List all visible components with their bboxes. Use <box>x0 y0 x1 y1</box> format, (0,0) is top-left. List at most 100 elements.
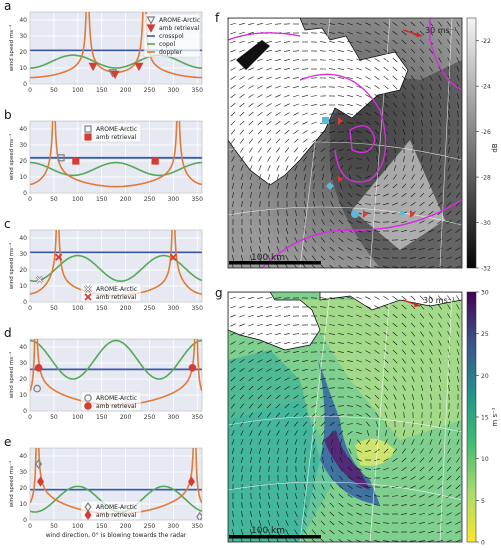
wind-vector <box>232 200 234 208</box>
wind-vector <box>319 104 327 106</box>
wind-vector <box>320 130 326 134</box>
wind-vector <box>266 138 272 144</box>
wind-vector <box>383 323 389 327</box>
wind-vector <box>230 376 236 382</box>
wind-vector <box>447 358 451 364</box>
wind-vector <box>356 175 362 179</box>
wind-vector <box>428 466 434 472</box>
wind-vector <box>418 266 426 268</box>
wind-vector <box>241 255 243 261</box>
x-tick-label: 200 <box>120 414 132 421</box>
wind-vector <box>320 237 326 243</box>
wind-vector <box>277 191 279 199</box>
wind-vector <box>419 247 425 251</box>
wind-vector <box>285 246 289 252</box>
wind-vector <box>374 194 380 196</box>
wind-vector <box>391 495 399 497</box>
wind-vector <box>411 367 415 373</box>
y-tick-label: 20 <box>19 49 27 56</box>
wind-vector <box>410 229 416 233</box>
lat-lon-grid-g <box>228 292 462 542</box>
wind-vector <box>403 137 405 145</box>
wind-vector <box>275 138 281 144</box>
wind-vector <box>349 439 351 445</box>
wind-vector <box>356 76 362 80</box>
wind-vector <box>266 58 272 62</box>
legend-amb-swatch <box>84 509 92 521</box>
wind-vector <box>231 147 235 153</box>
wind-vector <box>347 201 353 207</box>
wind-vector <box>267 264 270 268</box>
wind-vector <box>430 156 432 162</box>
x-tick-label: 150 <box>96 523 108 530</box>
wind-vector <box>383 296 389 300</box>
wind-vector <box>338 511 344 517</box>
legend-amb-swatch <box>84 133 92 141</box>
wind-vector <box>338 41 344 43</box>
wind-vector <box>402 376 406 382</box>
x-tick-label: 200 <box>120 87 132 94</box>
wind-vector <box>374 58 380 62</box>
wind-vector <box>322 192 324 198</box>
wind-vector <box>285 255 289 261</box>
wind-vector <box>420 340 424 346</box>
wind-vector <box>275 368 281 372</box>
wind-vector <box>329 297 335 299</box>
wind-vector <box>284 94 290 98</box>
wind-vector <box>275 412 281 418</box>
wind-vector <box>258 538 261 542</box>
wind-vector <box>301 68 309 70</box>
wind-vector <box>419 476 425 480</box>
wind-vector <box>330 439 334 445</box>
wind-vector <box>239 314 245 318</box>
wind-vector <box>402 403 406 409</box>
wind-vector <box>409 522 417 524</box>
wind-vector <box>402 129 406 135</box>
wind-vector <box>276 156 280 162</box>
wind-vector <box>320 264 325 268</box>
wind-vector <box>356 395 362 399</box>
wind-vector <box>266 85 272 89</box>
wind-vector <box>257 103 263 107</box>
wind-vector <box>393 165 397 171</box>
wind-vector <box>347 113 353 115</box>
wind-vector <box>303 156 307 162</box>
wind-vector <box>412 402 414 410</box>
wind-vector <box>429 75 433 81</box>
wind-vector <box>338 256 344 260</box>
wind-vector <box>304 200 306 208</box>
wind-vector <box>259 457 261 463</box>
wind-vector <box>421 146 423 154</box>
wind-vector <box>356 368 362 372</box>
legend-label: AROME-Arctic <box>96 126 137 133</box>
wind-vector <box>321 430 325 436</box>
wind-vector <box>257 49 263 53</box>
wind-vector <box>248 296 254 300</box>
wind-vector <box>374 367 380 373</box>
wind-vector <box>231 183 235 189</box>
wind-vector <box>311 529 317 535</box>
wind-vector <box>347 521 353 525</box>
wind-vector <box>329 306 335 308</box>
wind-vector <box>277 183 279 189</box>
wind-vector <box>275 120 281 126</box>
wind-vector <box>437 247 443 251</box>
wind-vector <box>286 219 288 225</box>
wind-vector <box>267 448 271 454</box>
wind-vector <box>294 439 298 445</box>
wind-vector <box>339 439 343 445</box>
wind-vector <box>304 182 306 190</box>
wind-vector <box>374 458 380 462</box>
wind-vector <box>365 58 371 62</box>
wind-vector <box>232 236 234 244</box>
wind-vector <box>411 111 415 117</box>
y-tick-label: 20 <box>19 485 27 492</box>
wind-vector <box>239 367 245 373</box>
line-panel-c: c 0 50 100 150 200 250 300 350 0 10 20 30 40 wind spee… <box>4 217 203 312</box>
wind-vector <box>447 313 451 319</box>
wind-vector <box>410 248 416 250</box>
wind-vector <box>419 503 425 507</box>
wind-vector <box>240 448 244 454</box>
y-axis-label: wind speed ms⁻¹ <box>8 461 15 507</box>
